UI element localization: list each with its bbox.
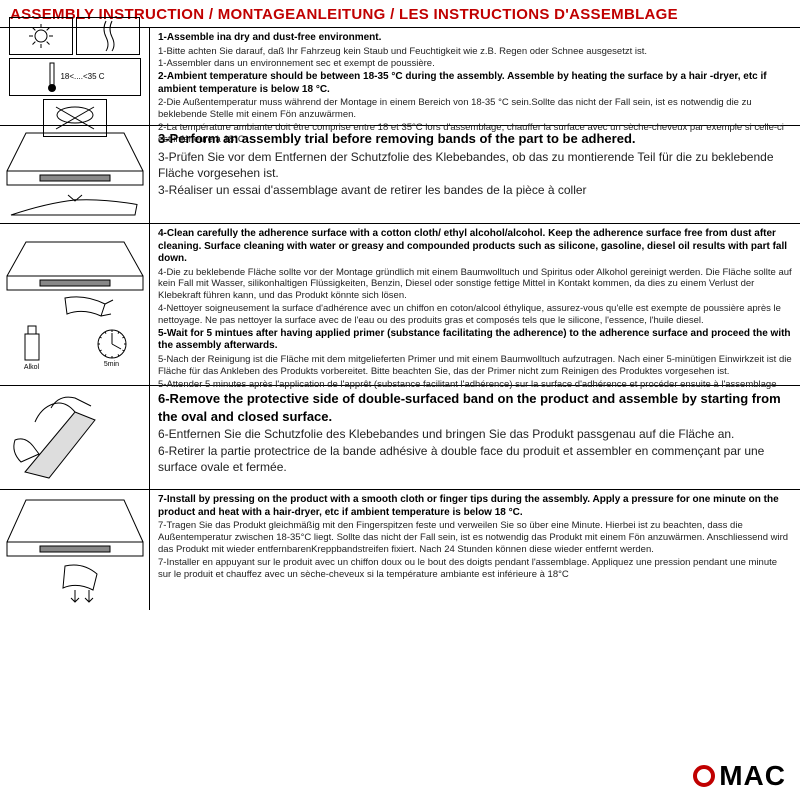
brand-logo: MAC — [693, 760, 786, 792]
step-heading: 1-Assemble ina dry and dust-free environ… — [158, 32, 792, 45]
logo-circle-icon — [693, 765, 715, 787]
step-text: 7-Install by pressing on the product wit… — [150, 490, 800, 610]
step-translation: 5-Nach der Reinigung ist die Fläche mit … — [158, 354, 792, 378]
step-translation: 1-Bitte achten Sie darauf, daß Ihr Fahrz… — [158, 46, 792, 58]
step-heading: 7-Install by pressing on the product wit… — [158, 494, 792, 519]
step-text: 3-Perform an assembly trial before remov… — [150, 126, 800, 223]
step-translation: 4-Nettoyer soigneusement la surface d'ad… — [158, 303, 792, 327]
instruction-row: 3-Perform an assembly trial before remov… — [0, 126, 800, 224]
step-text: 4-Clean carefully the adherence surface … — [150, 224, 800, 385]
step-heading: 5-Wait for 5 mintues after having applie… — [158, 328, 792, 353]
trial-illus — [5, 129, 145, 221]
step-text: 1-Assemble ina dry and dust-free environ… — [150, 28, 800, 125]
clean-illus: Alkol 5min — [5, 238, 145, 371]
peel-illus — [5, 392, 145, 484]
step-translation: 7-Installer en appuyant sur le produit a… — [158, 557, 792, 581]
step-translation: 3-Réaliser un essai d'assemblage avant d… — [158, 182, 792, 198]
step-illustration — [0, 126, 150, 223]
logo-text: MAC — [719, 760, 786, 792]
step-illustration: Alkol 5min — [0, 224, 150, 385]
press-illus — [5, 496, 145, 604]
step-heading: 6-Remove the protective side of double-s… — [158, 390, 792, 425]
step-translation: 7-Tragen Sie das Produkt gleichmäßig mit… — [158, 520, 792, 556]
step-illustration: 18<....<35 C — [0, 28, 150, 125]
step-illustration — [0, 386, 150, 489]
step-heading: 4-Clean carefully the adherence surface … — [158, 228, 792, 266]
instruction-body: 18<....<35 C 1-Assemble ina dry and dust… — [0, 28, 800, 610]
step-heading: 2-Ambient temperature should be between … — [158, 71, 792, 96]
step-translation: 6-Retirer la partie protectrice de la ba… — [158, 443, 792, 475]
step-translation: 4-Die zu beklebende Fläche sollte vor de… — [158, 267, 792, 303]
step-translation: 1-Assembler dans un environnement sec et… — [158, 58, 792, 70]
instruction-row: 6-Remove the protective side of double-s… — [0, 386, 800, 490]
step-illustration — [0, 490, 150, 610]
env-icons: 18<....<35 C — [4, 17, 145, 137]
step-translation: 2-Die Außentemperatur muss während der M… — [158, 97, 792, 121]
step-heading: 3-Perform an assembly trial before remov… — [158, 130, 792, 148]
step-translation: 3-Prüfen Sie vor dem Entfernen der Schut… — [158, 149, 792, 181]
instruction-row: 18<....<35 C 1-Assemble ina dry and dust… — [0, 28, 800, 126]
step-text: 6-Remove the protective side of double-s… — [150, 386, 800, 489]
step-translation: 6-Entfernen Sie die Schutzfolie des Kleb… — [158, 426, 792, 442]
instruction-row: Alkol 5min 4-Clean carefully the adheren… — [0, 224, 800, 386]
instruction-row: 7-Install by pressing on the product wit… — [0, 490, 800, 610]
